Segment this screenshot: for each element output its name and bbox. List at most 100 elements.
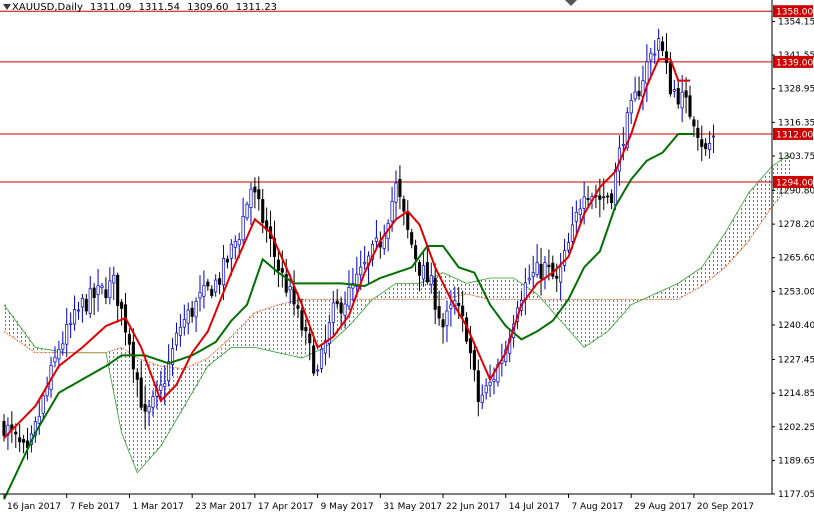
horizontal-levels [0, 10, 772, 183]
cloud-segment [205, 358, 210, 367]
cloud-segment [284, 302, 289, 355]
cloud-segment [209, 354, 214, 363]
candle-body [272, 238, 277, 258]
candle-body [151, 396, 155, 408]
candle-body [80, 298, 84, 308]
cloud-segment [131, 355, 136, 463]
senkou-span-a [3, 154, 789, 474]
chart-shift-icon[interactable] [565, 0, 577, 6]
candle-body [280, 268, 284, 273]
cloud-segment [229, 336, 234, 348]
x-tick-label: 1 Mar 2017 [132, 502, 183, 512]
cloud-segment [425, 279, 430, 300]
candle-body [688, 95, 692, 117]
candle-body [488, 381, 492, 386]
candle-body [480, 394, 484, 403]
cloud-segment [511, 278, 516, 300]
candle-body [672, 89, 676, 92]
x-tick-label: 14 Jul 2017 [509, 502, 560, 512]
cloud-segment [217, 347, 222, 357]
cloud-segment [582, 299, 587, 348]
y-tick-label: 1316.35 [778, 118, 814, 128]
chart-menu-icon[interactable] [3, 4, 11, 10]
candle-body [363, 262, 367, 265]
candle-body [543, 262, 547, 279]
cloud-segment [194, 363, 199, 387]
y-tick-label: 1290.80 [778, 187, 814, 197]
cloud-segment [225, 340, 230, 351]
y-tick-label: 1278.20 [778, 220, 814, 230]
cloud-segment [742, 199, 748, 246]
cloud-segment [570, 299, 575, 335]
cloud-segment [719, 238, 724, 271]
x-tick-label: 17 Apr 2017 [258, 502, 314, 512]
cloud-segment [33, 347, 38, 353]
cloud-segment [25, 336, 30, 348]
candle-body [241, 215, 245, 241]
y-tick-label: 1303.75 [778, 152, 814, 162]
level-label-bg [773, 127, 813, 140]
cloud-segment [621, 299, 626, 314]
candle-body [288, 286, 292, 291]
candle-body [88, 288, 92, 314]
open-value: 1311.09 [90, 2, 132, 13]
cloud-segment [731, 219, 736, 259]
candle-body [14, 431, 18, 435]
close-value: 1311.23 [235, 2, 278, 13]
candle-body [621, 143, 625, 146]
cloud-segment [601, 299, 606, 335]
candle-body [410, 232, 414, 245]
cloud-segment [727, 225, 732, 263]
cloud-segment [448, 276, 454, 298]
x-tick-label: 29 Aug 2017 [634, 502, 692, 512]
cloud-segment [739, 205, 744, 250]
candle-body [143, 404, 147, 412]
candle-body [684, 90, 688, 98]
candle-body [527, 277, 531, 281]
candle-body [57, 349, 61, 360]
candle-body [566, 242, 571, 251]
candle-body [218, 278, 222, 285]
cloud-segment [323, 299, 328, 348]
cloud-segment [127, 352, 132, 453]
cloud-segment [535, 294, 540, 300]
candle-body [22, 439, 26, 443]
cloud-segment [758, 179, 763, 224]
cloud-segment [684, 278, 689, 295]
level-label: 1294.00 [776, 178, 813, 188]
cloud-segment [762, 174, 767, 218]
candle-body [214, 279, 218, 293]
cloud-segment [280, 303, 285, 354]
level-label: 1358.00 [776, 8, 813, 18]
candle-body [53, 356, 57, 363]
cloud-segment [633, 299, 638, 303]
cloud-segment [198, 361, 203, 380]
cloud-segment [119, 347, 124, 433]
cloud-segment [335, 299, 340, 337]
cloud-segment [562, 299, 567, 326]
candle-body [390, 200, 394, 222]
candle-body [229, 243, 233, 259]
candle-body [210, 288, 214, 296]
candle-body [108, 280, 112, 299]
cloud-segment [49, 350, 54, 353]
candle-body [65, 324, 69, 345]
candle-body [547, 264, 551, 268]
candle-body [190, 307, 194, 317]
cloud-segment [292, 301, 297, 357]
y-tick-label: 1202.25 [778, 423, 814, 433]
candle-body [676, 88, 680, 105]
candle-body [339, 302, 343, 314]
y-tick-label: 1265.60 [778, 254, 814, 264]
cloud-segment [354, 299, 359, 318]
cloud-segment [135, 358, 140, 473]
tenkan-sen-line [3, 58, 690, 439]
cloud-segment [37, 348, 42, 353]
candle-body [61, 343, 65, 350]
y-tick-label: 1253.00 [778, 287, 814, 297]
cloud-segment [111, 350, 116, 393]
cloud-segment [45, 349, 50, 353]
cloud-segment [409, 283, 414, 300]
